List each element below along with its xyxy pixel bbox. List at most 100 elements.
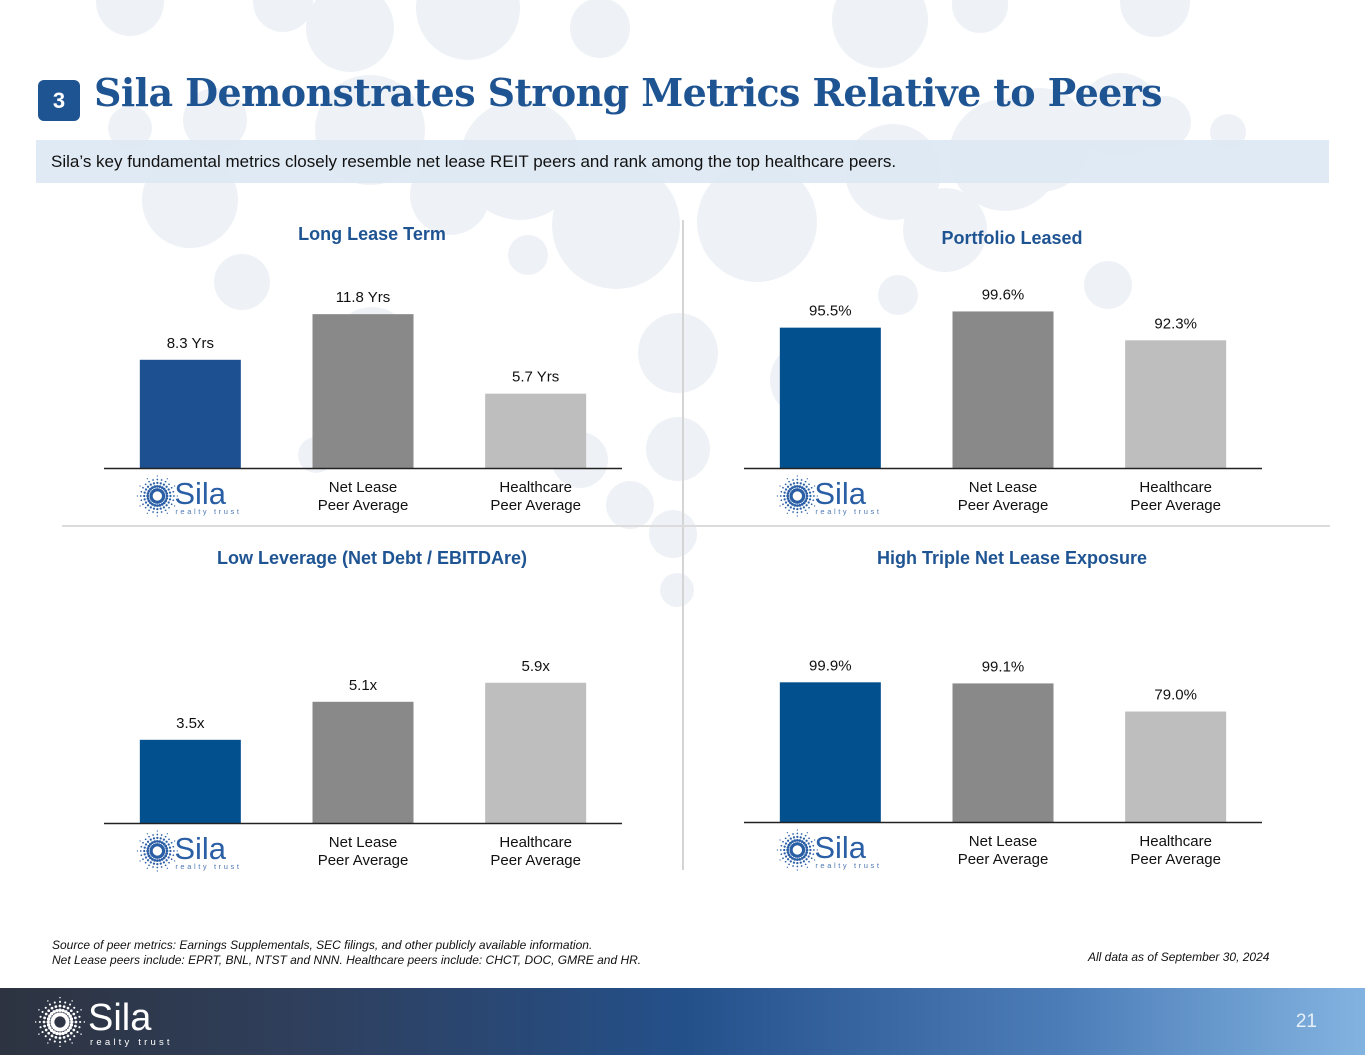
logo-wordmark: Sila — [88, 997, 152, 1039]
background-bubble — [183, 88, 247, 152]
background-bubble — [638, 313, 718, 393]
background-bubble — [96, 0, 164, 36]
sunburst-icon — [34, 996, 86, 1048]
background-bubble — [253, 0, 313, 32]
data-label: 95.5% — [809, 303, 852, 320]
bar-healthcare-peer-average — [1125, 340, 1227, 468]
category-label: Healthcare — [1139, 479, 1212, 496]
category-label: Net Lease — [969, 833, 1037, 850]
bar-net-lease-peer-average — [312, 701, 414, 823]
data-label: 5.7 Yrs — [512, 369, 559, 386]
horizontal-divider — [62, 525, 1330, 527]
background-bubble — [508, 235, 548, 275]
bar-net-lease-peer-average — [952, 311, 1054, 468]
page-title: Sila Demonstrates Strong Metrics Relativ… — [94, 70, 1163, 115]
background-bubble — [832, 0, 928, 68]
sunburst-icon — [776, 829, 818, 871]
logo-tagline: realty trust — [815, 861, 881, 870]
bar-net-lease-peer-average — [952, 683, 1054, 822]
category-label: Peer Average — [1130, 851, 1221, 868]
background-bubble — [606, 481, 654, 529]
category-label: Peer Average — [1130, 497, 1221, 514]
data-label: 3.5x — [176, 715, 205, 732]
vertical-divider — [682, 220, 684, 870]
footnotes: Source of peer metrics: Earnings Supplem… — [52, 938, 641, 968]
chart-title: Long Lease Term — [298, 224, 446, 244]
logo-tagline: realty trust — [175, 507, 241, 516]
subtitle-banner: Sila’s key fundamental metrics closely r… — [36, 140, 1329, 183]
chart-portfolio-leased: Portfolio Leased 95.5% Sila realty trust 99… — [732, 220, 1292, 540]
sunburst-icon — [136, 830, 178, 872]
background-bubble — [649, 510, 697, 558]
bar-healthcare-peer-average — [485, 393, 587, 468]
chart-low-leverage: Low Leverage (Net Debt / EBITDAre) 3.5x S… — [92, 540, 652, 872]
background-bubble — [306, 0, 394, 72]
category-label: Net Lease — [329, 479, 397, 496]
bar-net-lease-peer-average — [312, 314, 414, 468]
bar-sila — [139, 359, 241, 468]
chart-title: Portfolio Leased — [941, 228, 1083, 248]
data-label: 99.1% — [982, 658, 1025, 675]
category-label: Healthcare — [499, 479, 572, 496]
background-bubble — [570, 0, 630, 58]
subtitle-text: Sila’s key fundamental metrics closely r… — [51, 151, 897, 171]
background-bubble — [214, 254, 270, 310]
section-number-badge: 3 — [38, 80, 80, 121]
data-label: 5.1x — [349, 677, 378, 694]
background-bubble — [416, 0, 520, 60]
background-bubble — [646, 417, 710, 481]
bar-sila — [779, 327, 881, 468]
data-label: 99.6% — [982, 286, 1025, 303]
sunburst-icon — [776, 475, 818, 517]
background-bubble — [903, 188, 987, 272]
data-label: 79.0% — [1154, 687, 1197, 704]
footer-sila-logo: Sila realty trust — [34, 996, 170, 1048]
chart-triple-net-exposure: High Triple Net Lease Exposure 99.9% Sila… — [732, 540, 1292, 871]
category-label: Peer Average — [958, 497, 1049, 514]
data-label: 92.3% — [1154, 315, 1197, 332]
background-bubble — [952, 0, 1008, 33]
background-bubble — [697, 162, 817, 282]
bar-sila — [139, 739, 241, 823]
logo-tagline: realty trust — [175, 862, 241, 871]
logo-wordmark: Sila — [814, 830, 866, 865]
background-bubble — [108, 106, 152, 150]
background-bubble — [552, 161, 680, 289]
footnote-peers: Net Lease peers include: EPRT, BNL, NTST… — [52, 953, 642, 967]
background-bubble — [1120, 0, 1190, 37]
bar-healthcare-peer-average — [485, 682, 587, 823]
bar-healthcare-peer-average — [1125, 711, 1227, 822]
background-bubble — [660, 573, 694, 607]
category-label: Peer Average — [958, 851, 1049, 868]
logo-wordmark: Sila — [174, 831, 226, 866]
category-label: Peer Average — [490, 852, 581, 869]
data-label: 8.3 Yrs — [167, 335, 214, 352]
category-label: Net Lease — [969, 479, 1037, 496]
category-label: Healthcare — [1139, 833, 1212, 850]
data-label: 5.9x — [521, 658, 550, 675]
page-number: 21 — [1295, 1011, 1317, 1032]
background-bubble — [1078, 73, 1162, 157]
logo-tagline: realty trust — [815, 507, 881, 516]
background-bubble — [1084, 261, 1132, 309]
background-bubble — [878, 275, 918, 315]
logo-wordmark: Sila — [814, 476, 866, 511]
data-as-of-note: All data as of September 30, 2024 — [1088, 950, 1270, 964]
logo-wordmark: Sila — [174, 476, 226, 511]
category-label: Net Lease — [329, 834, 397, 851]
bar-sila — [779, 682, 881, 822]
category-label: Peer Average — [318, 852, 409, 869]
chart-title: High Triple Net Lease Exposure — [876, 548, 1148, 568]
data-label: 99.9% — [809, 657, 852, 674]
sunburst-icon — [136, 475, 178, 517]
footnote-source: Source of peer metrics: Earnings Supplem… — [52, 938, 593, 952]
background-bubble — [1139, 96, 1191, 148]
footer-bar: Sila realty trust 21 — [0, 988, 1365, 1055]
